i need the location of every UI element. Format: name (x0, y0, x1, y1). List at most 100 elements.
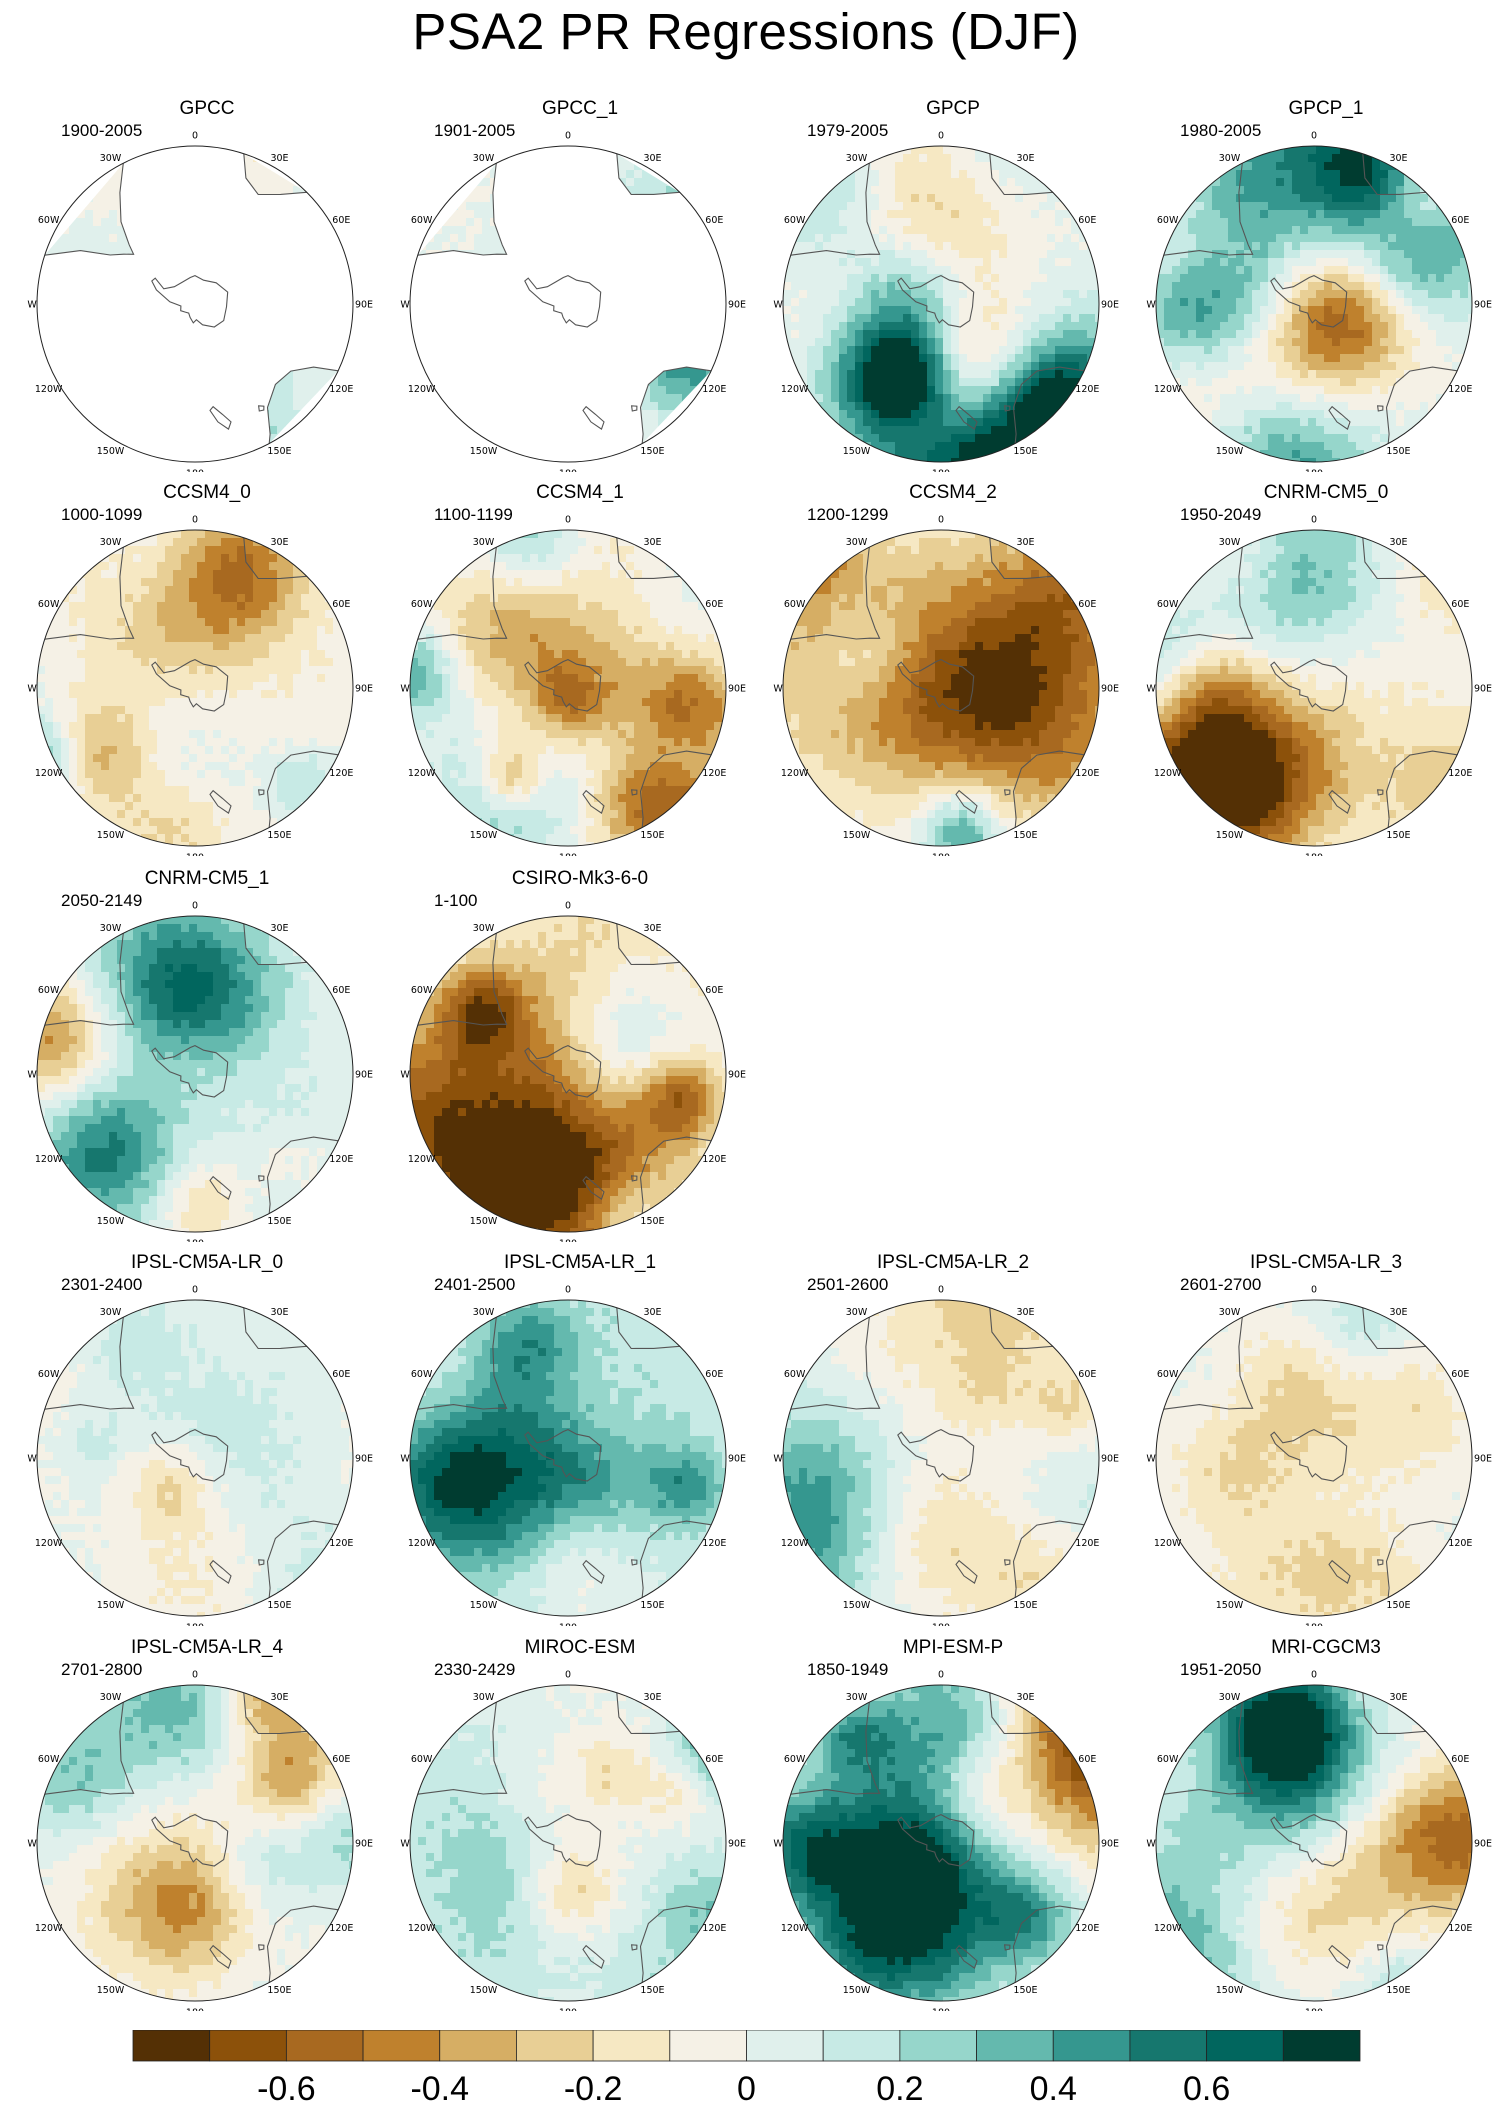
antarctica-coastline (524, 274, 602, 328)
coastline (44, 1317, 135, 1410)
longitude-label: 90W (27, 1839, 37, 1850)
colorbar-tick-label: 0 (737, 2070, 756, 2108)
longitude-label: 30W (846, 153, 868, 164)
longitude-label: 30W (100, 923, 122, 934)
map-panel: IPSL-CM5A-LR_0 2301-2400 0 30E 60E 90E 120E 150… (27, 1252, 387, 1630)
longitude-label: 0 (565, 901, 571, 912)
longitude-label: 150E (1386, 830, 1410, 841)
longitude-label: 90E (728, 684, 746, 695)
longitude-label: 30E (270, 537, 288, 548)
longitude-label: 90W (400, 300, 410, 311)
longitude-label: 180 (186, 1623, 204, 1627)
coastline (209, 405, 232, 430)
longitude-label: 150W (1216, 1600, 1244, 1611)
longitude-label: 150W (470, 1600, 498, 1611)
longitude-label: 150E (267, 1985, 291, 1996)
longitude-label: 90W (27, 1454, 37, 1465)
longitude-label: 90E (728, 1070, 746, 1081)
antarctica-coastline (1270, 658, 1348, 712)
map-panel: IPSL-CM5A-LR_1 2401-2500 0 30E 60E 90E 120E 150… (400, 1252, 760, 1630)
coastline (1328, 789, 1351, 814)
longitude-label: 90W (400, 1839, 410, 1850)
antarctica-coastline (897, 658, 975, 712)
polar-stereographic-map: 0 30E 60E 90E 120E 150E 180 150W 120W 90W 60W 30W (27, 1670, 373, 2012)
colorbar-tick-label: 0.2 (876, 2070, 923, 2108)
longitude-label: 150W (470, 1985, 498, 1996)
longitude-label: 120W (408, 768, 436, 779)
longitude-label: 120E (702, 1538, 726, 1549)
coastline (1163, 547, 1254, 640)
coastline (257, 1175, 265, 1182)
colorbar-swatch (669, 2030, 747, 2062)
longitude-label: 90E (355, 1454, 373, 1465)
longitude-label: 90W (773, 684, 783, 695)
antarctica-coastline (524, 1044, 602, 1098)
longitude-label: 120E (702, 384, 726, 395)
longitude-label: 120W (1154, 384, 1182, 395)
panel-title: CCSM4_0 (27, 482, 387, 504)
longitude-label: 90W (27, 684, 37, 695)
longitude-label: 120W (781, 768, 809, 779)
coastline (243, 923, 307, 966)
panel-years: 1950-2049 (1180, 505, 1261, 525)
colorbar-swatch (976, 2030, 1054, 2062)
longitude-label: 30E (1389, 537, 1407, 548)
longitude-label: 90E (355, 1070, 373, 1081)
longitude-label: 30W (100, 1307, 122, 1318)
coastline (1163, 1702, 1254, 1795)
coastline (955, 789, 978, 814)
coastline (1003, 405, 1011, 412)
colorbar-tick-label: -0.6 (257, 2070, 316, 2108)
coastline (44, 1702, 135, 1795)
longitude-label: 30E (1389, 1307, 1407, 1318)
longitude-label: 0 (938, 131, 944, 142)
longitude-label: 150W (97, 1985, 125, 1996)
coastline (1376, 789, 1384, 796)
longitude-label: 120E (1448, 1923, 1472, 1934)
longitude-label: 180 (932, 1623, 950, 1627)
coastline (1362, 1692, 1426, 1735)
longitude-label: 30W (473, 1307, 495, 1318)
colorbar-swatch (516, 2030, 594, 2062)
longitude-label: 120W (35, 1154, 63, 1165)
coastline (639, 750, 712, 828)
longitude-label: 180 (559, 853, 577, 857)
longitude-label: 90E (728, 1839, 746, 1850)
longitude-label: 0 (192, 131, 198, 142)
coastline (1328, 405, 1351, 430)
panel-years: 1979-2005 (807, 121, 888, 141)
longitude-label: 90E (1474, 300, 1492, 311)
coastline (582, 1175, 605, 1200)
longitude-label: 30W (100, 537, 122, 548)
longitude-label: 60E (1451, 599, 1469, 610)
coastline (257, 1944, 265, 1951)
polar-stereographic-map: 0 30E 60E 90E 120E 150E 180 150W 120W 90W 60W 30W (1146, 1285, 1492, 1627)
longitude-label: 60E (332, 599, 350, 610)
longitude-label: 150W (97, 1216, 125, 1227)
panel-title: CCSM4_2 (773, 482, 1133, 504)
longitude-label: 90E (1101, 1454, 1119, 1465)
coastline (1012, 1905, 1085, 1983)
longitude-label: 30E (643, 923, 661, 934)
longitude-label: 90W (773, 1839, 783, 1850)
panel-years: 2050-2149 (61, 891, 142, 911)
panel-years: 2301-2400 (61, 1275, 142, 1295)
longitude-label: 60W (38, 985, 60, 996)
longitude-label: 60W (411, 1369, 433, 1380)
longitude-label: 120W (408, 1154, 436, 1165)
coastline (1328, 1559, 1351, 1584)
coastline (616, 153, 680, 196)
coastline (44, 547, 135, 640)
longitude-label: 120E (1448, 768, 1472, 779)
longitude-label: 0 (1311, 131, 1317, 142)
coastline (209, 1559, 232, 1584)
longitude-label: 150W (97, 830, 125, 841)
longitude-label: 0 (192, 901, 198, 912)
longitude-label: 60E (332, 985, 350, 996)
longitude-label: 60W (1157, 1369, 1179, 1380)
